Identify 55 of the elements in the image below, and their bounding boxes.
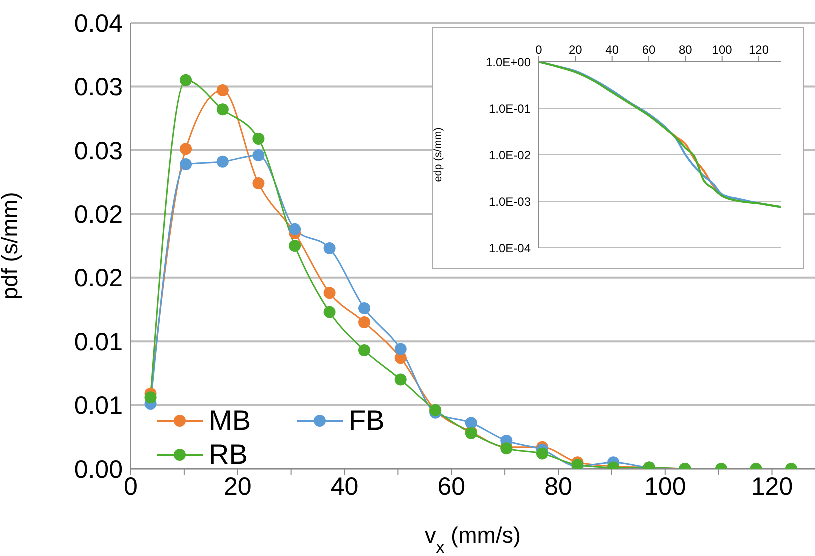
y-tick-label: 0.03: [74, 137, 123, 166]
y-tick-label: 0.01: [74, 328, 123, 356]
y-axis-title: pdf (s/mm): [0, 192, 22, 300]
y-tick-label: 0.00: [74, 456, 123, 484]
y-tick-label: 0.01: [74, 392, 123, 420]
point: [144, 392, 157, 404]
x-tick-label: 60: [642, 43, 656, 57]
point: [180, 158, 192, 170]
x-tick-label: 80: [678, 43, 693, 57]
x-tick-label: 0: [124, 472, 138, 501]
point: [394, 343, 407, 356]
x-tick-label: 60: [438, 472, 466, 501]
point: [289, 223, 302, 236]
y-tick-label: 1.0E-02: [488, 148, 532, 162]
y-tick-label: 1.0E+00: [486, 55, 532, 70]
y-tick-label: 1.0E-03: [488, 194, 532, 209]
x-tick-label: 40: [330, 472, 359, 501]
point: [180, 143, 192, 156]
legend-label: MB: [209, 404, 251, 438]
x-tick-label: 120: [748, 43, 770, 57]
x-axis-title: v$_{x}$ (mm/s): [425, 523, 521, 556]
x-tick-label: 100: [644, 472, 686, 501]
x-tick-label: 100: [712, 43, 733, 57]
point: [252, 178, 265, 190]
point: [180, 74, 192, 86]
y-axis-title: edp (s/mm): [432, 128, 444, 182]
point: [465, 417, 478, 430]
point: [216, 84, 229, 97]
point: [324, 306, 336, 318]
y-tick-label: 0.02: [74, 264, 123, 293]
point: [216, 104, 229, 116]
x-tick-label: 0: [536, 43, 543, 57]
point: [216, 156, 229, 168]
point: [358, 344, 371, 356]
x-tick-label: 40: [606, 43, 620, 57]
y-tick-label: 0.03: [74, 74, 123, 102]
x-tick-label: 20: [224, 472, 252, 501]
y-tick-label: 0.04: [74, 10, 124, 38]
x-tick-label: 80: [544, 472, 572, 501]
x-tick-label: 20: [568, 43, 583, 57]
point: [394, 374, 407, 386]
point: [324, 242, 336, 255]
y-tick-label: 0.02: [74, 201, 123, 230]
x-tick-label: 120: [751, 472, 794, 501]
point: [252, 150, 265, 162]
point: [324, 287, 336, 300]
point: [358, 316, 371, 328]
y-tick-label: 1.0E-01: [488, 102, 532, 116]
legend-label: RB: [209, 438, 248, 472]
point: [358, 302, 371, 314]
point: [252, 132, 265, 145]
legend-label: FB: [349, 404, 385, 438]
point: [536, 448, 548, 460]
point: [289, 240, 302, 252]
y-tick-label: 1.0E-04: [488, 241, 532, 256]
